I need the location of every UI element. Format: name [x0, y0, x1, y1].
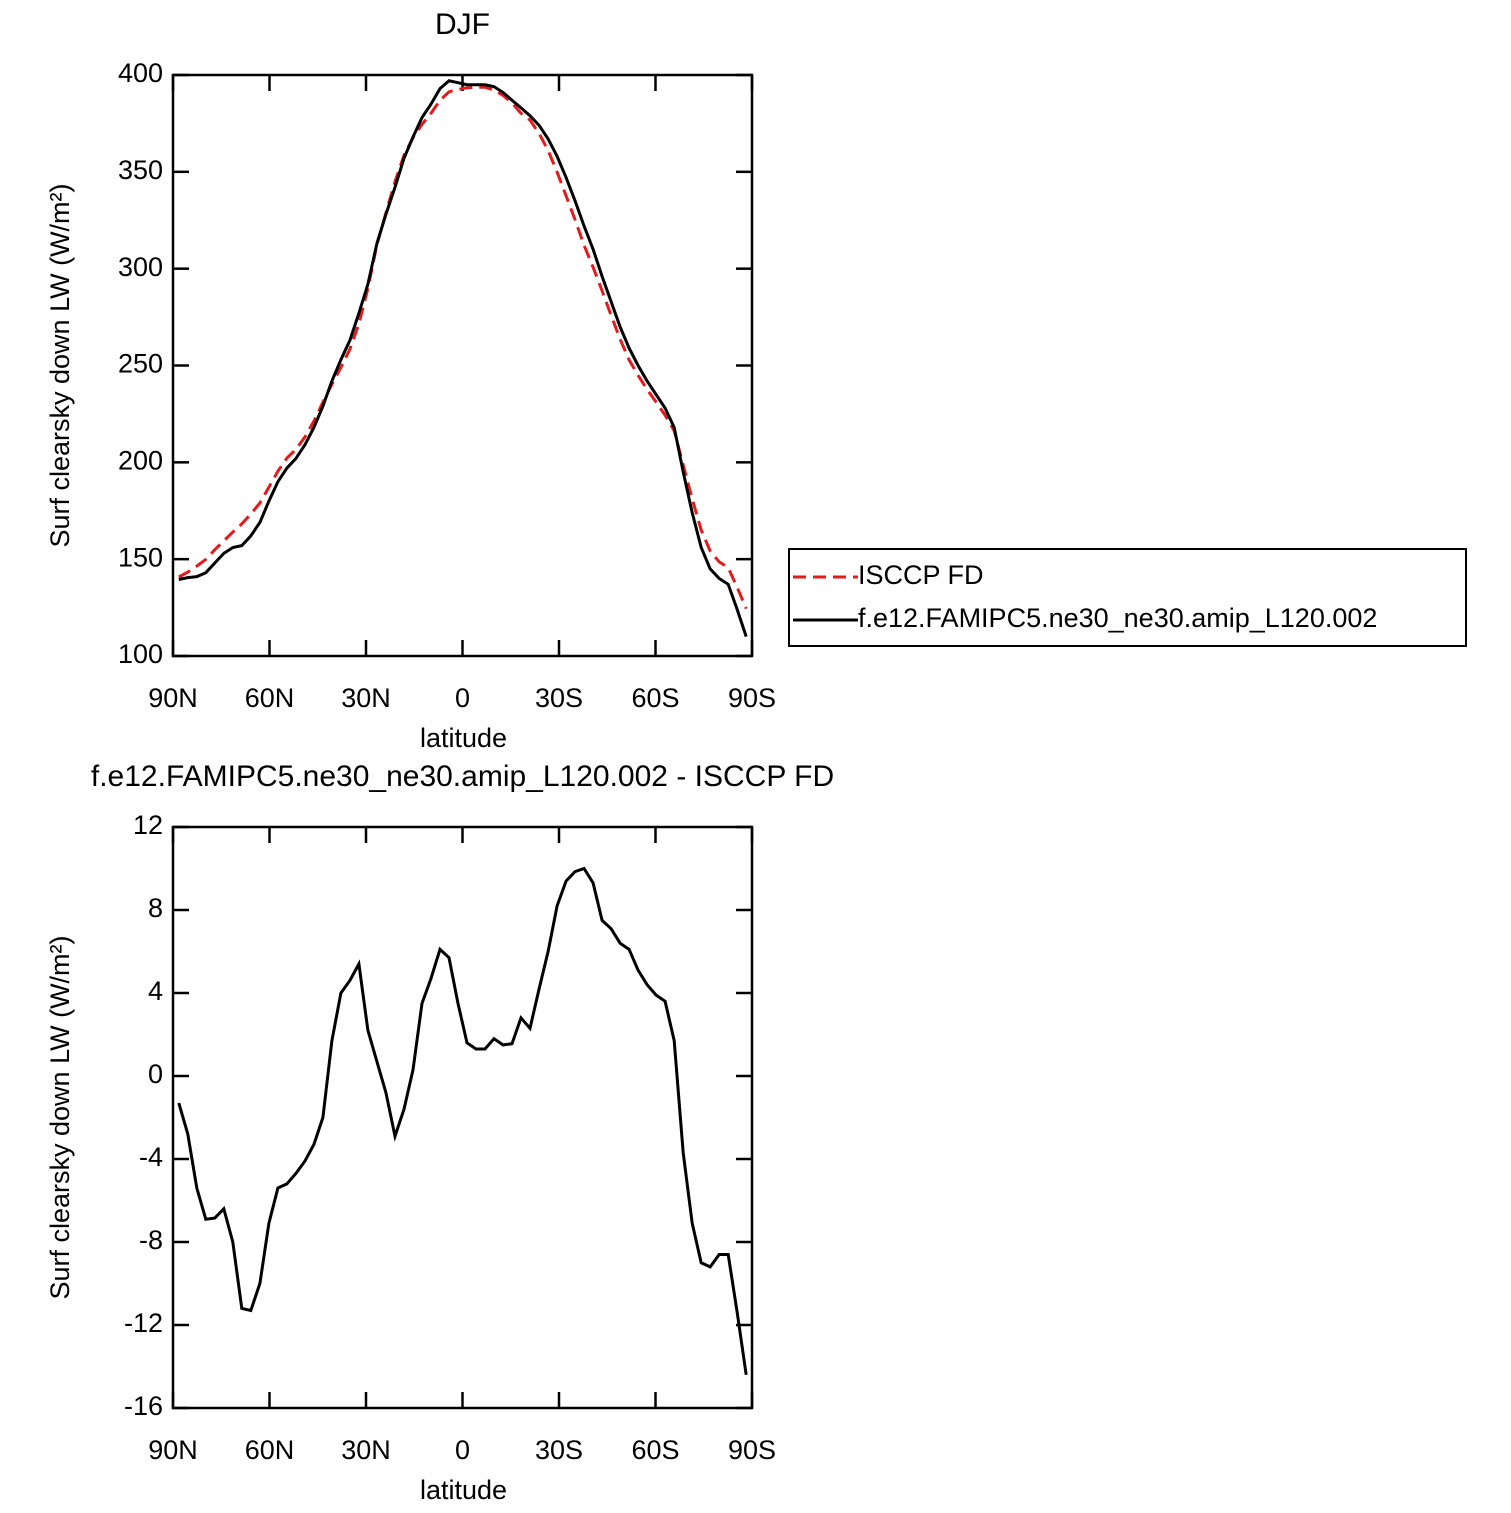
x-tick-label: 30N: [341, 683, 391, 713]
y-tick-label: 300: [118, 252, 163, 282]
x-tick-label: 30S: [535, 683, 583, 713]
plot-frame: [171, 73, 754, 658]
y-axis-label: Surf clearsky down LW (W/m²): [45, 183, 75, 547]
x-tick-label: 30N: [341, 1435, 391, 1465]
y-tick-label: 8: [148, 893, 163, 923]
x-tick-label: 60N: [245, 1435, 295, 1465]
y-tick-label: 100: [118, 639, 163, 669]
y-tick-label: -8: [139, 1225, 163, 1255]
x-tick-label: 90S: [728, 683, 776, 713]
chart-title: DJF: [435, 8, 490, 41]
legend-label: f.e12.FAMIPC5.ne30_ne30.amip_L120.002: [858, 603, 1377, 633]
x-tick-label: 90N: [148, 1435, 198, 1465]
x-axis-label: latitude: [420, 723, 507, 753]
y-tick-label: 200: [118, 445, 163, 475]
y-tick-label: 350: [118, 155, 163, 185]
data-line: [178, 79, 748, 638]
x-axis-label: latitude: [420, 1475, 507, 1505]
y-axis-label: Surf clearsky down LW (W/m²): [45, 935, 75, 1299]
legend-box: [788, 548, 1467, 647]
x-tick-label: 0: [455, 1435, 470, 1465]
x-tick-label: 90S: [728, 1435, 776, 1465]
legend-label: ISCCP FD: [858, 560, 984, 590]
plot-frame: [171, 825, 754, 1410]
y-tick-label: 0: [148, 1059, 163, 1089]
chart-title: f.e12.FAMIPC5.ne30_ne30.amip_L120.002 - …: [91, 760, 834, 793]
x-tick-label: 90N: [148, 683, 198, 713]
x-tick-label: 30S: [535, 1435, 583, 1465]
data-line: [177, 866, 748, 1376]
y-tick-label: 4: [148, 976, 163, 1006]
y-tick-label: 12: [133, 810, 163, 840]
y-tick-label: -16: [124, 1391, 163, 1421]
y-tick-label: 250: [118, 349, 163, 379]
y-tick-label: -4: [139, 1142, 163, 1172]
y-tick-label: 150: [118, 542, 163, 572]
y-tick-label: -12: [124, 1308, 163, 1338]
x-tick-label: 60N: [245, 683, 295, 713]
data-line: [178, 85, 748, 610]
x-tick-label: 60S: [631, 1435, 679, 1465]
x-tick-label: 60S: [631, 683, 679, 713]
x-tick-label: 0: [455, 683, 470, 713]
y-tick-label: 400: [118, 58, 163, 88]
